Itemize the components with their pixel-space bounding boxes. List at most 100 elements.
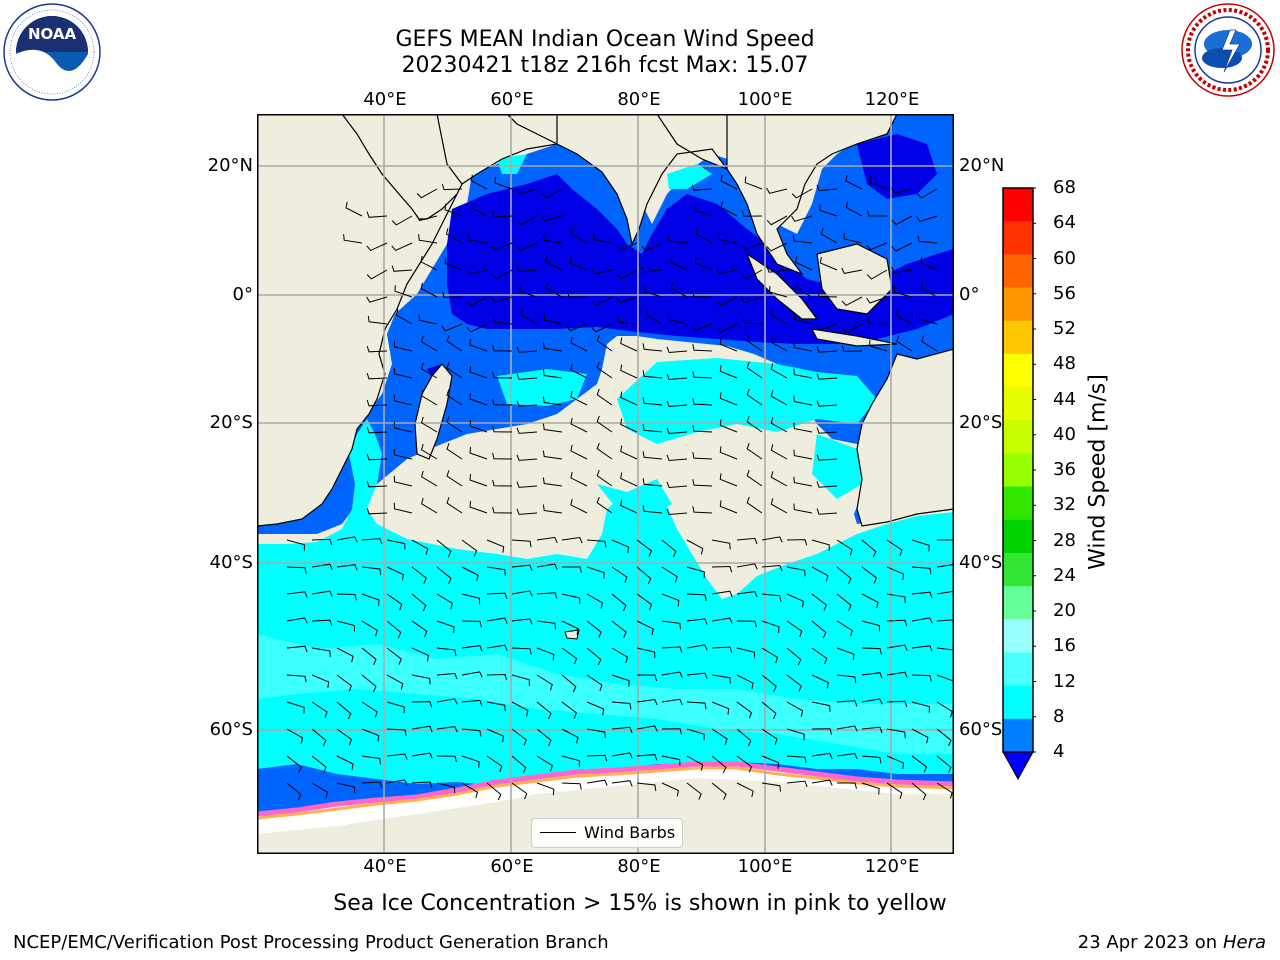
wind-barb: [811, 620, 827, 639]
wind-barb: [869, 339, 888, 352]
wind-barb: [661, 539, 677, 558]
wind-barb: [866, 242, 888, 251]
wind-barb: [843, 232, 863, 244]
wind-barb: [761, 647, 778, 664]
wind-barb: [561, 620, 579, 635]
wind-barb: [711, 701, 730, 715]
wind-barb: [366, 372, 388, 380]
wind-barb: [642, 505, 663, 514]
wind-barb: [486, 673, 508, 681]
wind-barb: [561, 593, 581, 604]
wind-barb: [786, 728, 805, 741]
wind-barb: [793, 368, 813, 379]
wind-barb: [436, 782, 456, 794]
sea-ice-edge: [257, 761, 954, 817]
wind-barb: [386, 647, 402, 665]
wind-barb: [416, 188, 438, 199]
wind-barb: [536, 563, 558, 570]
wind-barb: [711, 755, 727, 774]
colorbar-label: Wind Speed [m/s]: [1085, 374, 1111, 570]
wind-barb: [542, 504, 563, 514]
wind-barb: [686, 566, 705, 578]
wind-barb: [286, 728, 304, 744]
wind-barb: [286, 755, 302, 773]
wind-barb: [616, 296, 638, 304]
lon-tick-top: 60°E: [490, 89, 534, 110]
wind-barb: [836, 620, 853, 637]
wind-barb: [746, 334, 763, 352]
wind-barb: [736, 620, 757, 628]
wind-barb: [336, 593, 357, 601]
wind-barb: [761, 755, 780, 769]
wind-barb: [492, 479, 513, 487]
wind-barb: [770, 417, 788, 433]
wind-barb: [811, 779, 833, 786]
wind-barb: [793, 395, 813, 406]
wind-barb: [642, 343, 663, 352]
wind-barb: [461, 782, 479, 799]
wind-barb: [686, 539, 704, 555]
wind-barb: [793, 422, 813, 433]
wind-barb: [719, 446, 738, 460]
wind-barb: [819, 204, 838, 217]
wind-barb: [919, 313, 938, 325]
wind-barb: [386, 674, 404, 690]
wind-barb: [436, 698, 458, 705]
wind-barb: [586, 701, 605, 716]
wind-barb: [836, 700, 858, 707]
wind-barb: [393, 367, 413, 379]
wind-barb: [286, 617, 308, 624]
ocean-8-12: [812, 434, 862, 499]
wind-barb: [636, 620, 654, 635]
wind-barb: [716, 296, 738, 307]
noaa-logo: NOAA: [3, 3, 101, 101]
wind-barb: [917, 235, 938, 244]
wind-barb: [661, 671, 683, 678]
wind-barb: [795, 282, 813, 298]
wind-barb: [611, 593, 627, 612]
wind-barb: [891, 266, 913, 274]
wind-barb: [894, 286, 913, 298]
wind-barb: [816, 400, 838, 407]
wind-barb: [596, 361, 613, 379]
wind-barb: [916, 188, 938, 199]
wind-barb: [645, 309, 663, 325]
wind-barb: [361, 674, 377, 693]
wind-barb: [411, 647, 429, 662]
wind-barb: [817, 290, 838, 298]
wind-barb: [719, 392, 738, 406]
wind-barb: [468, 233, 488, 244]
wind-barb: [311, 590, 333, 597]
wind-barb: [661, 782, 679, 797]
wind-barb: [793, 449, 813, 460]
wind-barb: [770, 444, 788, 460]
wind-barb: [886, 671, 908, 678]
wind-barb: [393, 340, 413, 352]
wind-barb: [596, 469, 613, 487]
wind-barb: [686, 618, 708, 625]
wind-barb: [286, 782, 302, 801]
colorbar-segment: [1003, 619, 1033, 653]
wind-barb: [692, 479, 713, 487]
wind-barb: [466, 296, 488, 307]
wind-barb: [936, 782, 953, 799]
wind-barb: [692, 425, 713, 433]
wind-barb: [711, 728, 728, 745]
host-text: Hera: [1222, 932, 1266, 953]
wind-barb: [786, 566, 806, 577]
wind-barb: [686, 672, 708, 679]
wind-barb: [586, 593, 604, 609]
wind-barb: [444, 203, 463, 217]
wind-barb: [536, 620, 557, 630]
wind-barb: [311, 755, 327, 773]
wind-barb: [366, 507, 388, 515]
wind-barb: [692, 506, 713, 514]
wind-barb: [411, 566, 427, 584]
wind-barb: [561, 647, 578, 665]
wind-barb: [436, 620, 455, 633]
wind-barb: [444, 257, 463, 271]
wind-barb: [486, 728, 505, 743]
wind-barb: [542, 396, 563, 406]
wind-barb: [611, 620, 627, 638]
wind-barb: [492, 506, 513, 514]
